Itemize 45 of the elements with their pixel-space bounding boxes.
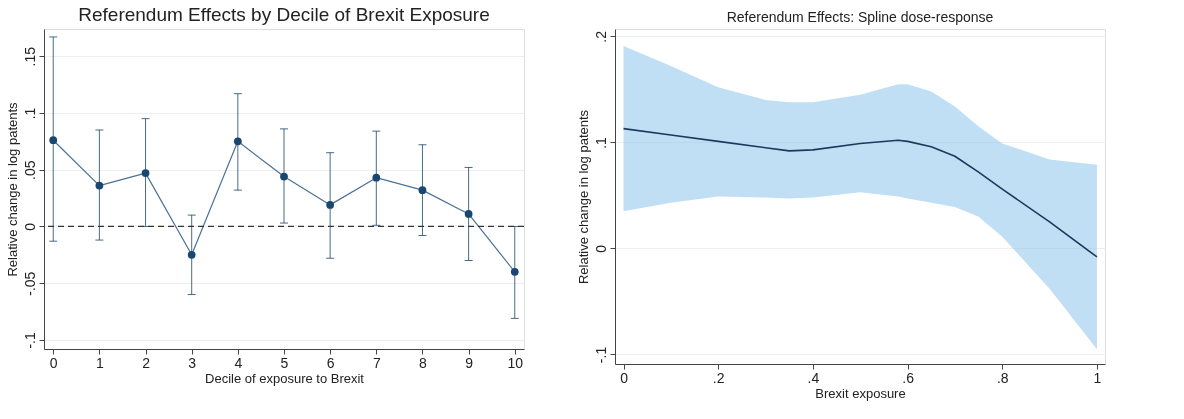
y-tick-label: -.1 (592, 346, 609, 364)
x-tick-label: 0 (49, 354, 58, 371)
x-tick-label: .6 (902, 369, 915, 386)
x-tick-label: 7 (372, 354, 381, 371)
point (141, 169, 150, 177)
x-axis-title: Brexit exposure (815, 385, 906, 401)
point (326, 201, 335, 209)
x-tick-label: 6 (326, 354, 335, 371)
x-axis-title: Decile of exposure to Brexit (205, 370, 365, 386)
x-tick-label: 8 (419, 354, 428, 371)
point (95, 181, 104, 190)
chart-title: Referendum Effects by Decile of Brexit Exposure (78, 4, 490, 25)
y-tick-label: .05 (21, 160, 38, 180)
x-tick-label: 9 (465, 354, 474, 371)
y-tick-label: .1 (592, 136, 609, 149)
point (233, 137, 242, 146)
point (280, 172, 288, 181)
point (464, 210, 473, 218)
y-tick-label: .2 (592, 30, 609, 43)
x-tick-label: 2 (142, 354, 151, 371)
y-tick-label: -.1 (21, 332, 38, 349)
x-tick-label: 1 (1093, 369, 1102, 386)
x-tick-label: 4 (234, 354, 243, 371)
point (372, 173, 381, 182)
point (510, 267, 519, 276)
point (187, 250, 196, 259)
point (418, 186, 427, 194)
x-tick-label: 3 (188, 354, 197, 371)
y-axis-title: Relative change in log patents (4, 101, 20, 277)
x-tick-label: 0 (620, 369, 629, 386)
x-tick-label: 5 (280, 354, 289, 371)
point (49, 136, 58, 145)
y-tick-label: .15 (21, 46, 38, 67)
line-series (622, 127, 1098, 258)
x-tick-label: .4 (807, 369, 820, 386)
y-tick-label: 0 (592, 244, 609, 253)
y-tick-label: 0 (21, 222, 38, 231)
chart-title: Referendum Effects: Spline dose-response (726, 9, 994, 25)
y-tick-label: .1 (21, 107, 38, 120)
x-tick-label: .2 (712, 369, 725, 386)
x-tick-label: .8 (996, 369, 1009, 386)
x-tick-label: 10 (507, 354, 524, 371)
x-tick-label: 1 (95, 354, 104, 371)
y-tick-label: -.05 (21, 271, 38, 296)
y-axis-title: Relative change in log patents (575, 109, 591, 285)
